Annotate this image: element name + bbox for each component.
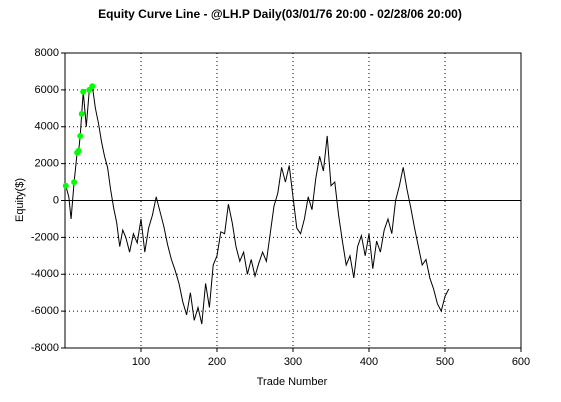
new-high-marker — [89, 83, 96, 90]
x-tick-label: 500 — [436, 356, 454, 368]
y-tick-label: -6000 — [31, 305, 59, 317]
new-high-marker — [62, 182, 69, 189]
new-high-marker — [75, 147, 82, 154]
y-tick-label: -8000 — [31, 342, 59, 354]
y-tick-label: -2000 — [31, 231, 59, 243]
x-tick-label: 600 — [512, 356, 530, 368]
y-axis-label: Equity($) — [14, 178, 26, 222]
y-tick-label: 4000 — [35, 121, 59, 133]
new-high-marker — [78, 110, 85, 117]
y-tick-label: 8000 — [35, 47, 59, 59]
y-tick-label: -4000 — [31, 268, 59, 280]
y-tick-label: 6000 — [35, 84, 59, 96]
chart-title: Equity Curve Line - @LH.P Daily(03/01/76… — [98, 7, 462, 21]
x-tick-label: 400 — [360, 356, 378, 368]
y-tick-label: 0 — [53, 194, 59, 206]
new-high-marker — [77, 132, 84, 139]
x-tick-label: 300 — [284, 356, 302, 368]
x-tick-label: 100 — [132, 356, 150, 368]
equity-line — [65, 84, 450, 325]
new-high-marker — [71, 179, 78, 186]
x-tick-label: 200 — [208, 356, 226, 368]
x-axis-label: Trade Number — [257, 376, 328, 388]
new-high-marker — [80, 88, 87, 95]
y-tick-label: 2000 — [35, 158, 59, 170]
